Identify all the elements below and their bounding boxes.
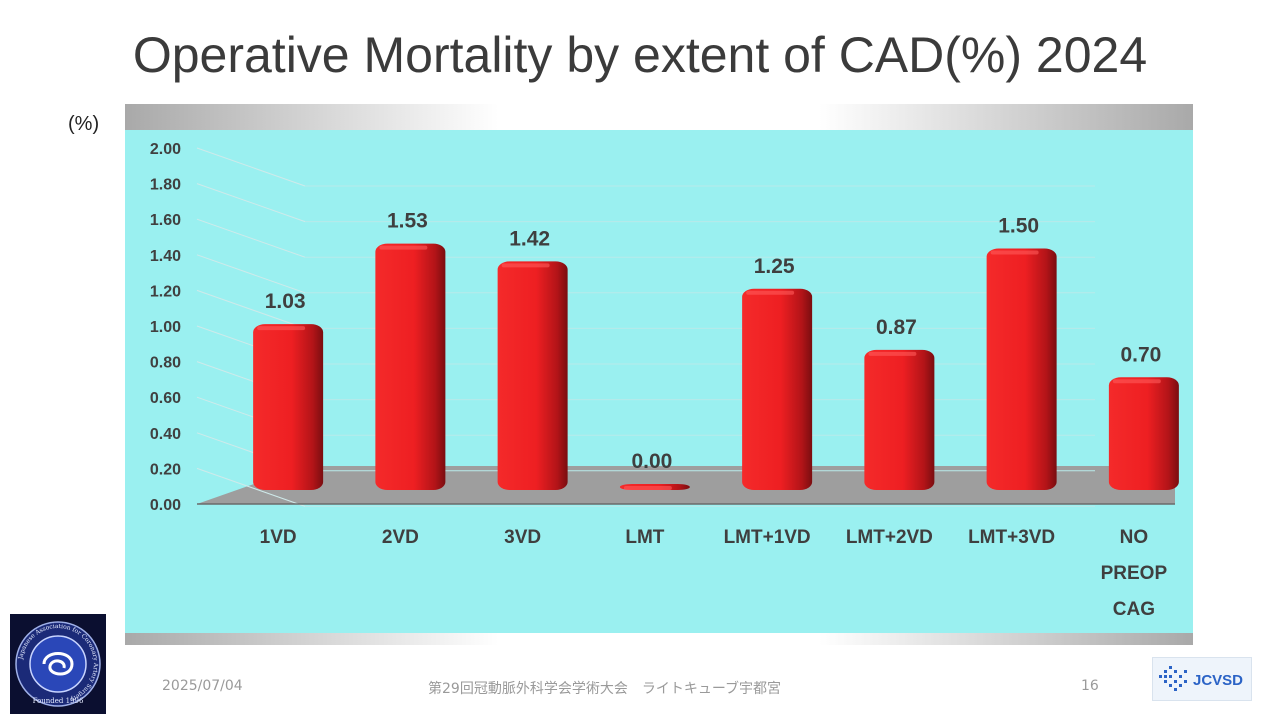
association-logo: Japanese Association for Coronary Artery… bbox=[10, 614, 106, 714]
x-category-label: 3VD bbox=[504, 527, 541, 548]
bar-highlight bbox=[990, 250, 1039, 255]
bar bbox=[375, 243, 446, 490]
x-category-label: CAG bbox=[1113, 599, 1155, 620]
slide-title: Operative Mortality by extent of CAD(%) … bbox=[132, 27, 1148, 83]
bar-highlight bbox=[868, 351, 917, 356]
bar-value-label: 0.87 bbox=[876, 316, 917, 339]
jcvsd-logo: JCVSD bbox=[1152, 657, 1252, 701]
gridline-diagonal bbox=[196, 254, 306, 294]
y-tick-label: 1.40 bbox=[150, 248, 181, 265]
y-tick-label: 0.60 bbox=[150, 390, 181, 407]
bar-highlight bbox=[379, 245, 428, 250]
gridline-diagonal bbox=[196, 218, 306, 258]
bar-body bbox=[375, 243, 446, 490]
bar bbox=[253, 324, 324, 490]
x-category-label: LMT bbox=[625, 527, 664, 548]
bar-body bbox=[497, 261, 568, 490]
bar bbox=[619, 484, 690, 490]
chart-top-band bbox=[125, 104, 1193, 130]
logo-founded-text: Founded 1996 bbox=[33, 697, 84, 705]
gridline-diagonal bbox=[196, 289, 306, 329]
bar-highlight bbox=[623, 486, 672, 490]
bar-highlight bbox=[257, 326, 306, 331]
jcvsd-logo-text: JCVSD bbox=[1193, 672, 1243, 689]
y-tick-label: 2.00 bbox=[150, 141, 181, 158]
footer-event: 第29回冠動脈外科学会学術大会 ライトキューブ宇都宮 bbox=[428, 681, 781, 697]
x-category-label: LMT+2VD bbox=[846, 527, 933, 548]
bar-value-label: 1.25 bbox=[754, 255, 795, 278]
y-tick-label: 1.20 bbox=[150, 283, 181, 300]
bar-value-label: 1.42 bbox=[509, 227, 550, 250]
bar-value-label: 1.50 bbox=[998, 215, 1039, 238]
x-category-label: PREOP bbox=[1101, 563, 1168, 584]
x-category-label: 2VD bbox=[382, 527, 419, 548]
y-axis-unit-label: (%) bbox=[68, 113, 100, 135]
x-category-label: LMT+1VD bbox=[724, 527, 811, 548]
bar bbox=[742, 288, 813, 490]
bar-value-label: 0.00 bbox=[631, 450, 672, 473]
bar bbox=[1108, 377, 1179, 490]
y-tick-label: 1.60 bbox=[150, 212, 181, 229]
bar-value-label: 0.70 bbox=[1120, 343, 1161, 366]
x-category-label: NO bbox=[1120, 527, 1149, 548]
bar-highlight bbox=[1112, 379, 1161, 384]
gridline-diagonal bbox=[196, 183, 306, 223]
bar-body bbox=[1108, 377, 1179, 490]
bar-body bbox=[986, 248, 1057, 490]
footer-date: 2025/07/04 bbox=[162, 678, 243, 694]
bar-highlight bbox=[501, 263, 550, 268]
y-tick-label: 0.20 bbox=[150, 461, 181, 478]
x-category-label: 1VD bbox=[260, 527, 297, 548]
bar-body bbox=[864, 349, 935, 490]
y-tick-label: 0.00 bbox=[150, 497, 181, 514]
bar-body bbox=[253, 324, 324, 490]
x-category-label: LMT+3VD bbox=[968, 527, 1055, 548]
bar-highlight bbox=[746, 290, 795, 295]
bar-chart: 0.00 0.20 0.40 0.60 0.80 1.00 1.20 1.40 1.60 1.80… bbox=[150, 141, 1179, 620]
bar bbox=[497, 261, 568, 490]
chart-bottom-band bbox=[125, 633, 1193, 645]
chart-area: 0.00 0.20 0.40 0.60 0.80 1.00 1.20 1.40 1.60 1.80… bbox=[125, 104, 1193, 645]
y-tick-label: 0.40 bbox=[150, 426, 181, 443]
gridline-diagonal bbox=[196, 147, 306, 187]
footer-page-number: 16 bbox=[1081, 678, 1099, 694]
y-tick-label: 1.00 bbox=[150, 319, 181, 336]
y-tick-label: 0.80 bbox=[150, 355, 181, 372]
bar-body bbox=[742, 288, 813, 490]
y-tick-label: 1.80 bbox=[150, 177, 181, 194]
bar-value-label: 1.53 bbox=[387, 210, 428, 233]
bar bbox=[986, 248, 1057, 490]
bar-value-label: 1.03 bbox=[265, 290, 306, 313]
gridline-diagonal bbox=[196, 467, 306, 507]
bar bbox=[864, 349, 935, 490]
